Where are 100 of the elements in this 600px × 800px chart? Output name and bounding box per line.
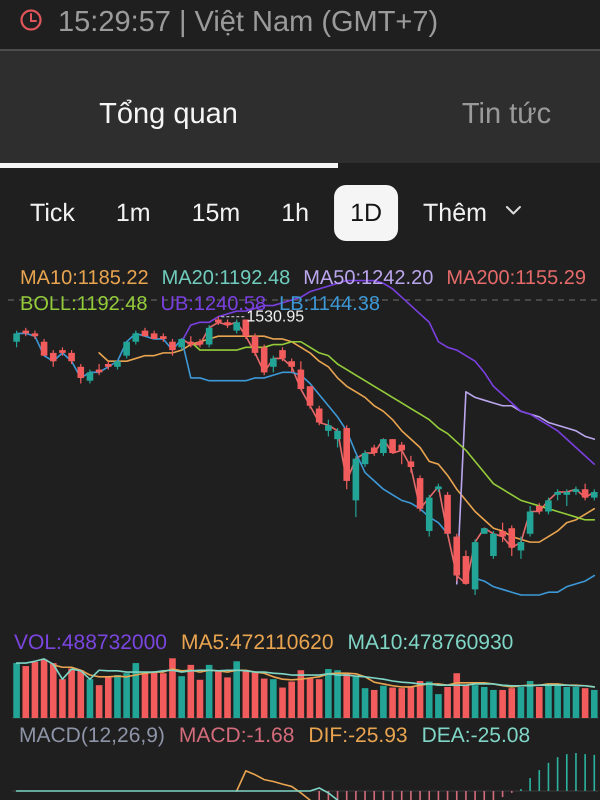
bar: [554, 685, 561, 718]
chart-title: MACD(12,26,9): [19, 724, 165, 747]
text: Tick: [30, 199, 76, 227]
candlestick: [582, 483, 588, 501]
bar: [490, 690, 497, 718]
bar: [435, 694, 442, 718]
bar: [22, 666, 30, 718]
candlestick: [380, 438, 387, 456]
bar: [224, 677, 231, 718]
candlestick: [233, 318, 240, 334]
bar: [362, 688, 368, 718]
bar: [352, 676, 360, 718]
candlestick: [334, 427, 341, 448]
bar: [563, 686, 570, 718]
bar: [416, 680, 424, 718]
text: 15m: [192, 199, 240, 227]
candlestick: [123, 341, 130, 360]
bar: [499, 690, 506, 718]
bar: [242, 671, 250, 718]
candlestick: [169, 338, 176, 356]
candlestick: [242, 318, 250, 340]
bar: [215, 671, 222, 718]
bar: [334, 670, 341, 718]
candlestick: [316, 405, 322, 426]
bar: [96, 685, 102, 718]
candlestick: [508, 524, 516, 557]
text: Tin tức: [462, 98, 552, 130]
bar: [480, 686, 488, 718]
text: DIF:-25.93: [308, 724, 408, 747]
bar: [252, 672, 258, 718]
bar: [343, 673, 350, 718]
bar: [582, 688, 588, 718]
series-label: MA10:478760930: [348, 631, 514, 654]
bar: [462, 685, 470, 718]
bar: [233, 661, 240, 718]
bar: [260, 678, 268, 718]
text: Tổng quan: [99, 98, 238, 130]
candlestick: [398, 441, 406, 465]
bar: [132, 663, 140, 718]
candlestick: [86, 368, 94, 384]
candlestick: [206, 324, 212, 348]
bar: [104, 676, 112, 718]
bar: [472, 685, 478, 718]
bar: [389, 688, 396, 718]
bar: [178, 676, 185, 718]
bar: [196, 680, 204, 718]
text: BOLL:1192.48: [20, 293, 148, 315]
text: Thêm: [423, 199, 487, 227]
bar: [40, 659, 48, 718]
candlestick: [288, 358, 295, 373]
candlestick: [252, 332, 258, 356]
bar: [316, 679, 322, 718]
bar: [508, 688, 516, 718]
text: MA200:1155.29: [446, 267, 586, 289]
bar: [325, 669, 332, 718]
bar: [142, 673, 148, 718]
bar: [150, 671, 158, 718]
bar: [398, 688, 406, 718]
bar: [160, 673, 167, 718]
series-label: VOL:488732000: [14, 631, 167, 654]
bar: [590, 690, 598, 718]
text: 15:29:57 | Việt Nam (GMT+7): [58, 6, 438, 38]
candlestick: [68, 349, 75, 365]
bar: [526, 680, 534, 718]
candlestick: [554, 488, 561, 501]
bar: [123, 673, 130, 718]
bar: [426, 682, 433, 718]
bar: [545, 683, 552, 718]
candlestick: [270, 355, 277, 373]
candlestick: [279, 346, 286, 362]
text: DEA:-25.08: [422, 724, 530, 747]
text: MACD:-1.68: [178, 724, 294, 747]
series-label: MA5:472110620: [180, 631, 334, 654]
bar: [77, 670, 84, 718]
bar: [86, 679, 94, 718]
bar: [380, 686, 387, 718]
candlestick: [536, 502, 543, 515]
bar: [206, 664, 212, 718]
candlestick: [389, 438, 396, 454]
candlestick: [362, 450, 368, 468]
bar: [370, 690, 378, 718]
bar: [453, 673, 460, 718]
candlestick: [188, 336, 194, 348]
bar: [444, 686, 451, 718]
candlestick: [590, 488, 598, 501]
bar: [50, 663, 57, 718]
candlestick: [40, 338, 48, 356]
text: 1D: [350, 199, 382, 227]
bar: [270, 679, 277, 718]
candlestick: [408, 455, 414, 474]
candlestick: [518, 536, 524, 560]
text: MA50:1242.20: [303, 267, 434, 289]
bar: [572, 686, 580, 718]
bar: [169, 658, 176, 718]
bar: [114, 675, 121, 718]
text: MA10:1185.22: [20, 267, 149, 289]
candlestick: [96, 363, 102, 376]
bar: [32, 662, 38, 718]
bar: [188, 664, 194, 718]
bar: [408, 686, 414, 718]
